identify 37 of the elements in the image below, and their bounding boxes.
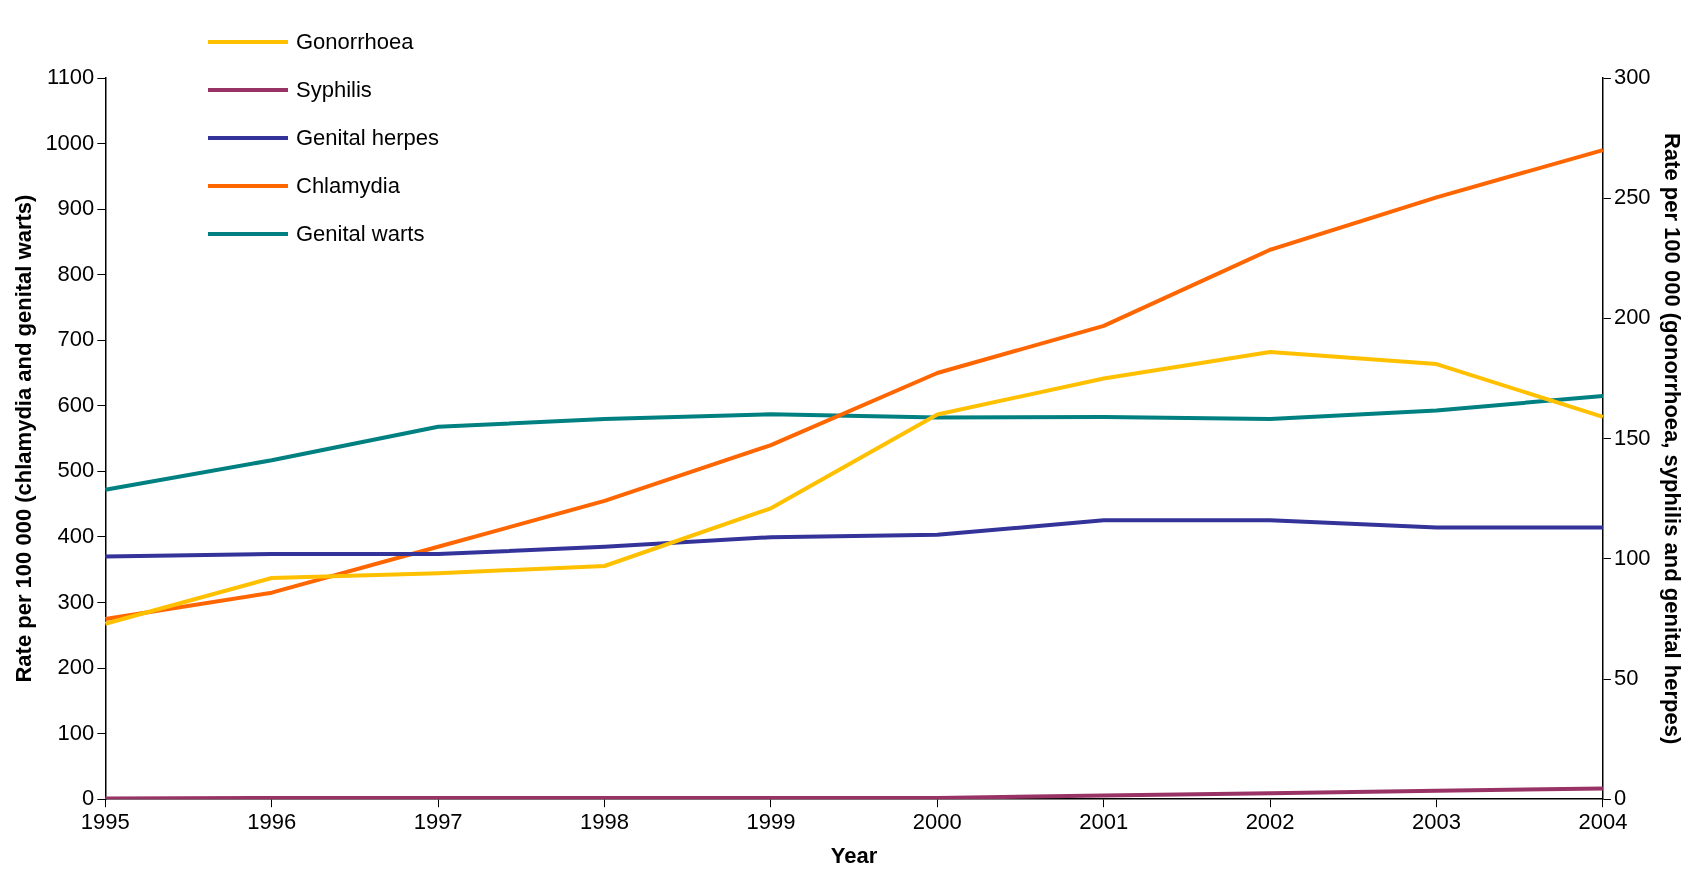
y-axis-title: Rate per 100 000 (chlamydia and genital warts): [11, 194, 37, 683]
x-tick-label: 1996: [247, 809, 297, 835]
x-tick-label: 2003: [1412, 809, 1461, 835]
y-tick-label: 800: [57, 260, 95, 286]
y-tick-label: 400: [57, 523, 95, 549]
y2-tick-label: 150: [1613, 424, 1651, 450]
y-tick-label: 1100: [47, 64, 95, 90]
y-tick-label: 700: [57, 326, 95, 352]
legend-label: Chlamydia: [296, 173, 400, 199]
x-tick-label: 2000: [912, 809, 962, 835]
legend-label: Genital warts: [296, 221, 425, 247]
y2-tick-label: 0: [1613, 785, 1627, 811]
y2-tick-label: 200: [1613, 304, 1651, 330]
y2-tick-label: 300: [1613, 64, 1651, 90]
y-tick-label: 900: [57, 195, 95, 221]
x-axis-title: Year: [830, 842, 878, 868]
y-tick-label: 0: [82, 785, 95, 811]
x-tick-label: 1995: [80, 809, 130, 835]
x-tick-label: 1997: [413, 809, 463, 835]
y-tick-label: 200: [57, 654, 95, 680]
y-tick-label: 300: [57, 588, 95, 614]
y-tick-label: 500: [57, 457, 95, 483]
y-tick-label: 1000: [45, 129, 95, 155]
y2-tick-label: 250: [1613, 184, 1651, 210]
x-tick-label: 1999: [746, 809, 796, 835]
x-tick-label: 2001: [1079, 809, 1129, 835]
y-tick-label: 600: [57, 391, 95, 417]
legend-label: Syphilis: [296, 77, 372, 103]
legend-label: Genital herpes: [296, 125, 440, 151]
y2-tick-label: 100: [1613, 544, 1651, 570]
x-tick-label: 1998: [580, 809, 629, 835]
x-tick-label: 2002: [1245, 809, 1295, 835]
y2-axis-title: Rate per 100 000 (gonorrhoea, syphilis and genital herpes): [1659, 132, 1685, 745]
y-tick-label: 100: [57, 719, 95, 745]
y2-tick-label: 50: [1613, 665, 1639, 691]
x-tick-label: 2004: [1578, 809, 1628, 835]
legend-label: Gonorrhoea: [296, 29, 414, 55]
